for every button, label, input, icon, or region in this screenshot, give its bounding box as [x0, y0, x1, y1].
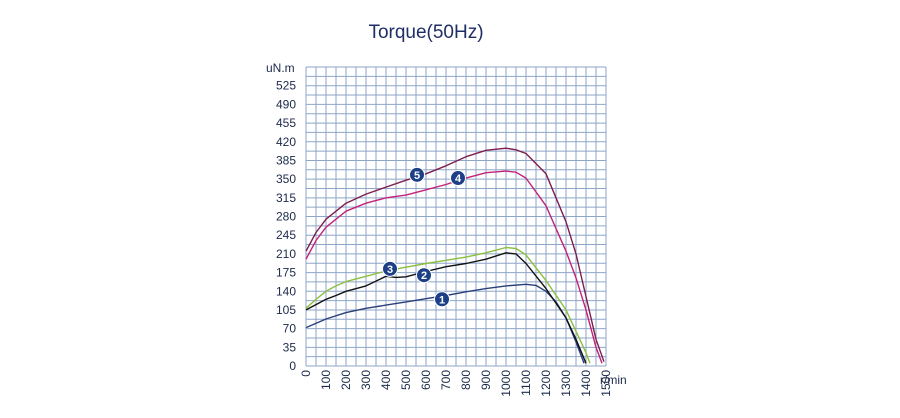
- y-tick-label: 105: [276, 303, 296, 317]
- y-tick-label: 525: [276, 79, 296, 93]
- y-tick-label: 245: [276, 228, 296, 242]
- x-axis-unit-label: r/min: [600, 373, 627, 387]
- x-tick-label: 100: [319, 370, 333, 390]
- y-tick-label: 385: [276, 153, 296, 167]
- y-tick-label: 70: [283, 322, 297, 336]
- series-line-4: [305, 170, 603, 364]
- x-tick-label: 400: [379, 370, 393, 390]
- y-tick-label: 280: [276, 210, 296, 224]
- x-tick-label: 900: [479, 370, 493, 390]
- series-badge-label: 4: [455, 173, 462, 185]
- series-badge-4: 4: [450, 170, 466, 187]
- series-badge-1: 1: [434, 291, 450, 308]
- series-badge-circle: [450, 170, 466, 187]
- y-tick-label: 140: [276, 284, 296, 298]
- y-tick-label: 490: [276, 97, 296, 111]
- y-tick-label: 420: [276, 135, 296, 149]
- series-badge-circle: [382, 260, 398, 277]
- series-line-2: [305, 252, 587, 364]
- x-axis-ticks: 0 100 200 300 400 500 600 700 800 900 1000 1100 1200…: [299, 370, 613, 397]
- y-tick-label: 315: [276, 191, 296, 205]
- series-badge-label: 1: [439, 294, 445, 306]
- x-tick-label: 1200: [539, 370, 553, 397]
- series-badges: 12 3 4 5: [382, 166, 466, 308]
- x-tick-label: 200: [339, 370, 353, 390]
- series-badge-label: 5: [414, 170, 420, 182]
- grid: [305, 66, 607, 367]
- x-tick-label: 1000: [499, 370, 513, 397]
- x-tick-label: 1500: [599, 370, 613, 397]
- series-badge-5: 5: [409, 166, 425, 183]
- y-tick-label: 350: [276, 172, 296, 186]
- x-tick-label: 300: [359, 370, 373, 390]
- y-axis-unit-label: uN.m: [266, 61, 295, 75]
- y-tick-label: 0: [289, 359, 296, 373]
- series-badge-circle: [434, 291, 450, 308]
- series-badge-circle: [409, 166, 425, 183]
- series-line-3: [305, 246, 591, 364]
- y-tick-label: 175: [276, 266, 296, 280]
- y-axis-ticks: 0 35 70 105 140 175 210 245 280 315 350 385 420 455 49…: [276, 79, 296, 373]
- series-badge-2: 2: [416, 267, 432, 284]
- y-tick-label: 455: [276, 116, 296, 130]
- x-tick-label: 800: [459, 370, 473, 390]
- x-tick-label: 600: [419, 370, 433, 390]
- y-tick-label: 35: [283, 340, 297, 354]
- series-badge-circle: [416, 267, 432, 284]
- chart-title: Torque(50Hz): [368, 22, 483, 43]
- series-line-5: [305, 147, 605, 362]
- x-tick-label: 1400: [579, 370, 593, 397]
- series-badge-3: 3: [382, 260, 398, 277]
- series-badge-label: 2: [421, 270, 427, 282]
- x-tick-label: 500: [399, 370, 413, 390]
- series-badge-label: 3: [387, 264, 393, 276]
- x-tick-label: 1100: [519, 370, 533, 396]
- x-tick-label: 700: [439, 370, 453, 390]
- x-tick-label: 1300: [559, 370, 573, 397]
- y-tick-label: 210: [276, 247, 296, 261]
- series-lines: [305, 147, 605, 364]
- x-tick-label: 0: [299, 370, 313, 377]
